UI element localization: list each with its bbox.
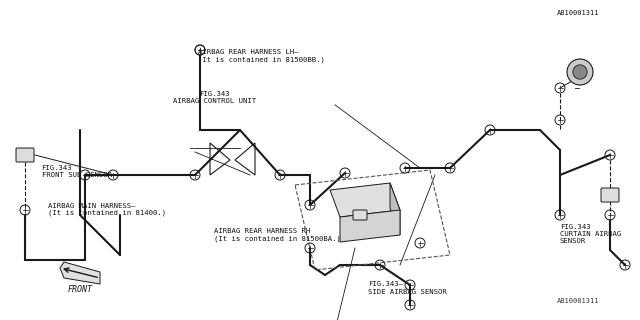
Text: A810001311: A810001311: [557, 298, 599, 304]
Polygon shape: [330, 183, 400, 217]
Polygon shape: [390, 183, 400, 235]
FancyBboxPatch shape: [353, 210, 367, 220]
Text: AIRBAG MAIN HARNESS—
(It is contained in 81400.): AIRBAG MAIN HARNESS— (It is contained in…: [48, 203, 166, 216]
Text: A810001311: A810001311: [557, 10, 599, 16]
FancyBboxPatch shape: [16, 148, 34, 162]
Polygon shape: [340, 210, 400, 242]
Text: FIG.343
FRONT SUB SENSOR: FIG.343 FRONT SUB SENSOR: [42, 165, 111, 178]
Text: AIRBAG REAR HARNESS LH—
(It is contained in 81500BB.): AIRBAG REAR HARNESS LH— (It is contained…: [198, 49, 325, 63]
Text: FIG.343
AIRBAG CONTROL UNIT: FIG.343 AIRBAG CONTROL UNIT: [173, 91, 256, 104]
Polygon shape: [60, 262, 100, 284]
Text: FIG.343
CURTAIN AIRBAG
SENSOR: FIG.343 CURTAIN AIRBAG SENSOR: [560, 224, 621, 244]
Text: FRONT: FRONT: [68, 285, 93, 294]
Text: FIG.343—
SIDE AIRBAG SENSOR: FIG.343— SIDE AIRBAG SENSOR: [368, 282, 447, 294]
FancyBboxPatch shape: [601, 188, 619, 202]
Circle shape: [573, 65, 587, 79]
Circle shape: [567, 59, 593, 85]
FancyArrowPatch shape: [64, 268, 97, 277]
Text: AIRBAG REAR HARNESS RH
(It is contained in 81500BA.): AIRBAG REAR HARNESS RH (It is contained …: [214, 228, 341, 242]
